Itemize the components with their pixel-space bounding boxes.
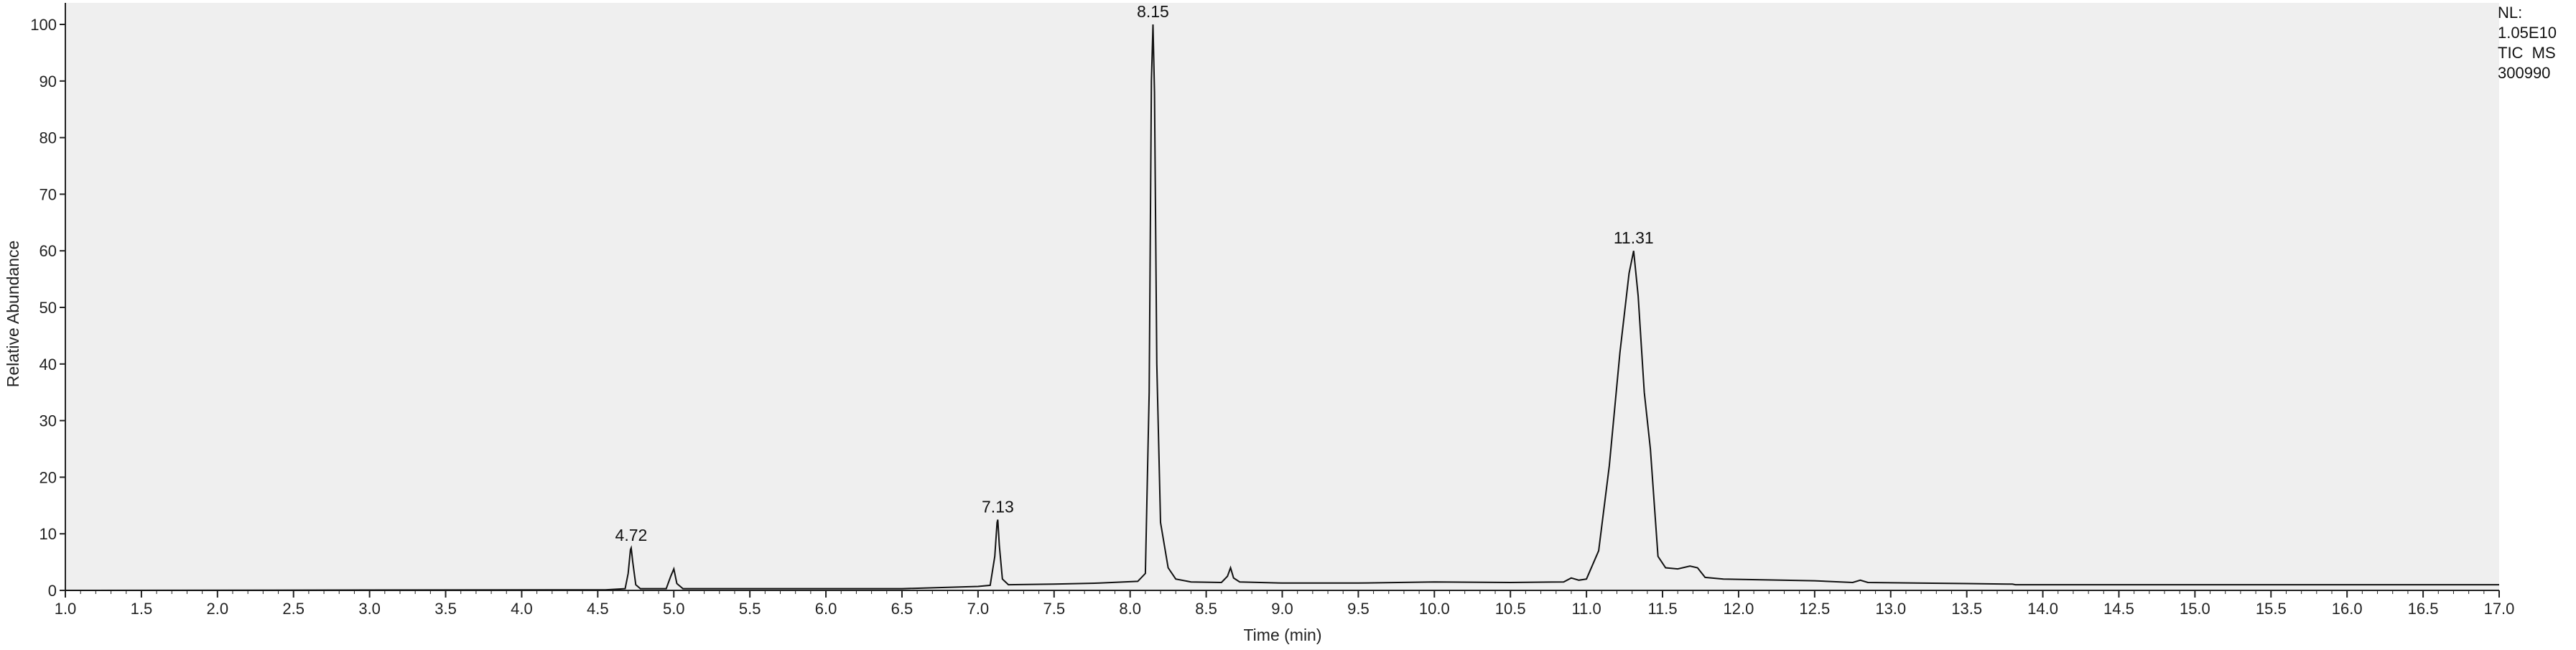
peak-label: 7.13: [982, 498, 1014, 516]
y-axis-title: Relative Abundance: [4, 241, 22, 388]
x-tick-label: 10.0: [1419, 600, 1450, 618]
x-tick-label: 9.5: [1347, 600, 1370, 618]
peak-labels: 4.72 7.13 8.15 11.31: [615, 2, 1654, 544]
info-scan-type: TIC MS: [2498, 44, 2556, 62]
x-tick-label: 6.0: [815, 600, 837, 618]
plot-area: [65, 3, 2499, 590]
x-tick-label: 16.0: [2332, 600, 2363, 618]
y-tick-label: 40: [39, 356, 57, 373]
x-ticks: 1.0 1.5 2.0 2.5 3.0 3.5 4.0 4.5 5.0 5.5 6.0 6.5 7.0 7…: [55, 590, 2515, 618]
info-nl-label: NL:: [2498, 4, 2522, 22]
peak-label: 4.72: [615, 526, 648, 544]
x-tick-label: 13.0: [1875, 600, 1906, 618]
y-tick-label: 100: [30, 16, 57, 34]
x-tick-label: 9.0: [1271, 600, 1293, 618]
x-tick-label: 1.5: [131, 600, 153, 618]
info-file-id: 300990: [2498, 64, 2550, 82]
x-tick-label: 15.0: [2180, 600, 2210, 618]
y-tick-label: 90: [39, 73, 57, 90]
x-tick-label: 12.5: [1799, 600, 1830, 618]
x-tick-label: 2.5: [282, 600, 304, 618]
x-tick-label: 4.5: [587, 600, 609, 618]
x-tick-label: 5.0: [663, 600, 685, 618]
tic-trace-line: [65, 24, 2499, 591]
y-tick-label: 80: [39, 129, 57, 147]
x-tick-label: 8.5: [1195, 600, 1217, 618]
x-tick-label: 15.5: [2256, 600, 2287, 618]
x-tick-label: 3.0: [358, 600, 381, 618]
x-tick-label: 7.5: [1043, 600, 1065, 618]
x-tick-label: 5.5: [739, 600, 761, 618]
x-tick-label: 2.0: [207, 600, 229, 618]
x-tick-label: 12.0: [1724, 600, 1754, 618]
x-tick-label: 7.0: [967, 600, 990, 618]
y-tick-label: 30: [39, 412, 57, 430]
x-axis-title: Time (min): [1243, 626, 1321, 644]
y-tick-label: 0: [48, 582, 57, 600]
info-block: NL: 1.05E10 TIC MS 300990: [2498, 4, 2557, 82]
x-tick-label: 11.0: [1572, 600, 1601, 618]
x-tick-label: 14.5: [2103, 600, 2134, 618]
x-tick-label: 4.0: [511, 600, 533, 618]
y-tick-label: 70: [39, 185, 57, 203]
y-ticks: 0 10 20 30 40 50 60 70 80 90 100: [30, 16, 65, 600]
x-tick-label: 11.5: [1647, 600, 1677, 618]
info-nl-value: 1.05E10: [2498, 24, 2557, 42]
x-tick-label: 10.5: [1495, 600, 1526, 618]
x-tick-label: 13.5: [1951, 600, 1982, 618]
x-tick-label: 8.0: [1119, 600, 1141, 618]
y-tick-label: 50: [39, 299, 57, 317]
y-tick-label: 20: [39, 468, 57, 486]
x-tick-label: 17.0: [2484, 600, 2515, 618]
y-tick-label: 10: [39, 525, 57, 543]
y-tick-label: 60: [39, 242, 57, 260]
x-tick-label: 14.0: [2027, 600, 2058, 618]
x-tick-label: 1.0: [55, 600, 77, 618]
peak-label: 8.15: [1137, 2, 1169, 21]
peak-label: 11.31: [1614, 228, 1654, 247]
x-tick-label: 6.5: [891, 600, 913, 618]
x-tick-label: 3.5: [434, 600, 457, 618]
x-tick-label: 16.5: [2408, 600, 2439, 618]
